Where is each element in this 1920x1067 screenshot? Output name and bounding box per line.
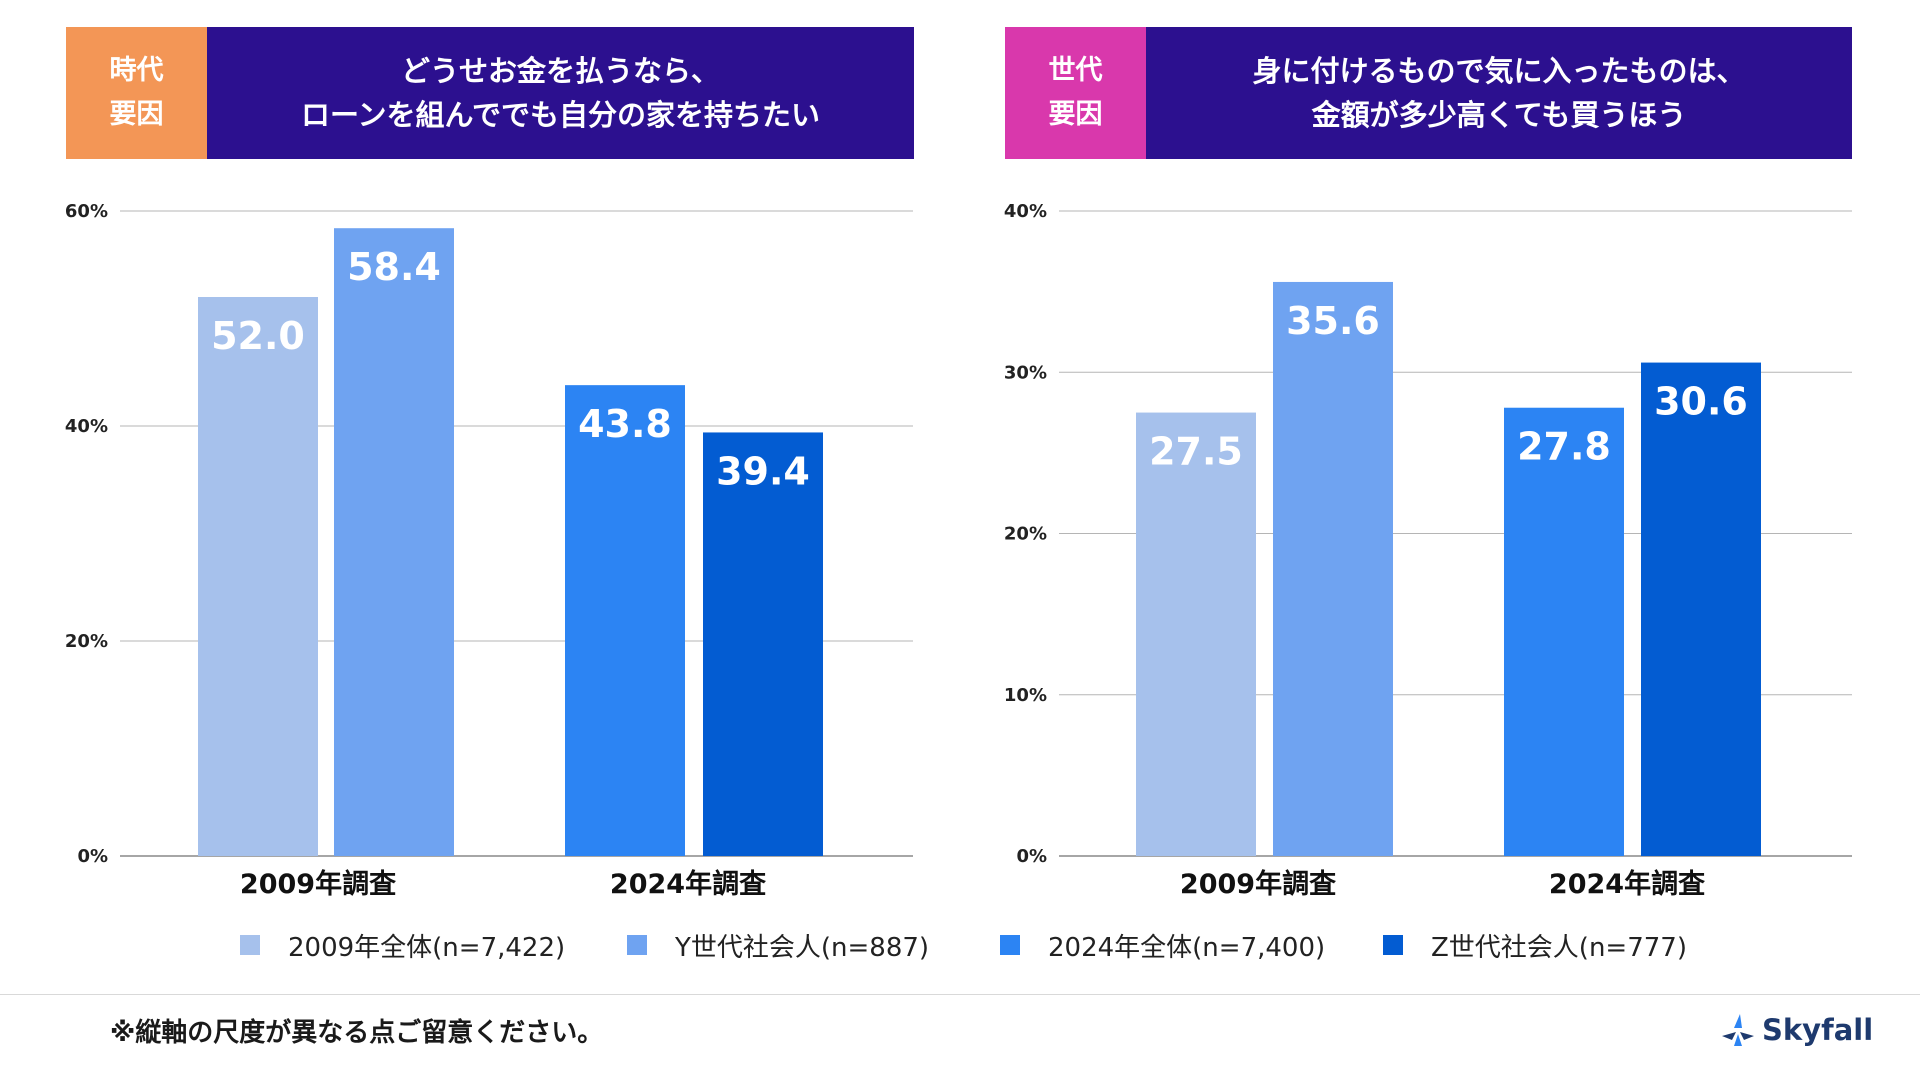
bar — [1273, 281, 1393, 856]
x-category-label: 2009年調査 — [240, 868, 396, 900]
skyfall-logo-icon — [1722, 1014, 1754, 1046]
y-tick-label: 20% — [65, 631, 108, 652]
legend-item-y-generation: Y世代社会人(n=887) — [627, 925, 929, 965]
bar-charts: 0% 20% 40% 60% 52.0 58.4 43.8 39.4 2009年調査 2024年調… — [65, 201, 1852, 900]
bar — [565, 385, 685, 856]
y-tick-label: 60% — [65, 201, 108, 222]
bar — [334, 228, 454, 856]
legend-label: Z世代社会人(n=777) — [1431, 932, 1687, 963]
factor-tag-line-1: 時代 — [109, 55, 164, 86]
y-tick-label: 20% — [1004, 524, 1047, 545]
legend-item-2009-all: 2009年全体(n=7,422) — [240, 925, 565, 965]
bar-value-label: 39.4 — [716, 449, 810, 493]
skyfall-logo: Skyfall — [1720, 1012, 1873, 1048]
legend-swatch — [1383, 935, 1403, 955]
y-tick-label: 10% — [1004, 685, 1047, 706]
bar-value-label: 35.6 — [1286, 299, 1380, 343]
bar-value-label: 27.8 — [1517, 425, 1611, 469]
logo-text: Skyfall — [1762, 1013, 1874, 1047]
factor-tag-line-1: 世代 — [1048, 55, 1103, 86]
legend-swatch — [1000, 935, 1020, 955]
legend: 2009年全体(n=7,422) Y世代社会人(n=887) 2024年全体(n… — [0, 925, 1920, 965]
bar-value-label: 58.4 — [347, 245, 441, 289]
bar — [198, 297, 318, 856]
question-title-line-1: どうせお金を払うなら、 — [400, 54, 720, 88]
x-category-label: 2009年調査 — [1180, 868, 1336, 900]
footer-divider — [0, 994, 1920, 995]
bar — [1136, 412, 1256, 856]
question-title-left: どうせお金を払うなら、 ローンを組んででも自分の家を持ちたい — [207, 27, 914, 159]
legend-label: 2009年全体(n=7,422) — [288, 932, 566, 963]
x-category-label: 2024年調査 — [610, 868, 766, 900]
y-tick-label: 0% — [1016, 846, 1047, 867]
y-tick-label: 30% — [1004, 362, 1047, 383]
factor-tag-right: 世代 要因 — [1005, 27, 1146, 159]
footnote: ※縦軸の尺度が異なる点ご留意ください。 — [110, 1018, 604, 1048]
question-title-line-1: 身に付けるもので気に入ったものは、 — [1252, 54, 1746, 88]
x-category-label: 2024年調査 — [1549, 868, 1705, 900]
bar-value-label: 27.5 — [1149, 430, 1243, 474]
bar — [703, 432, 823, 856]
bar-value-label: 30.6 — [1654, 380, 1748, 424]
bar — [1641, 362, 1761, 856]
question-title-line-2: ローンを組んででも自分の家を持ちたい — [300, 98, 821, 132]
legend-label: Y世代社会人(n=887) — [675, 932, 930, 963]
legend-label: 2024年全体(n=7,400) — [1048, 932, 1326, 963]
bar-value-label: 43.8 — [578, 402, 672, 446]
factor-tag-line-2: 要因 — [109, 99, 164, 130]
factor-tag-line-2: 要因 — [1048, 99, 1103, 130]
header-right: 世代 要因 身に付けるもので気に入ったものは、 金額が多少高くても買うほう — [1005, 27, 1852, 159]
question-title-line-2: 金額が多少高くても買うほう — [1311, 98, 1687, 132]
legend-item-2024-all: 2024年全体(n=7,400) — [1000, 925, 1325, 965]
legend-item-z-generation: Z世代社会人(n=777) — [1383, 925, 1687, 965]
legend-swatch — [627, 935, 647, 955]
y-tick-label: 0% — [77, 846, 108, 867]
y-tick-label: 40% — [65, 416, 108, 437]
factor-tag-left: 時代 要因 — [66, 27, 207, 159]
legend-swatch — [240, 935, 260, 955]
question-title-right: 身に付けるもので気に入ったものは、 金額が多少高くても買うほう — [1146, 27, 1852, 159]
y-tick-label: 40% — [1004, 201, 1047, 222]
bar — [1504, 407, 1624, 856]
bar-value-label: 52.0 — [211, 314, 305, 358]
header-left: 時代 要因 どうせお金を払うなら、 ローンを組んででも自分の家を持ちたい — [66, 27, 914, 159]
